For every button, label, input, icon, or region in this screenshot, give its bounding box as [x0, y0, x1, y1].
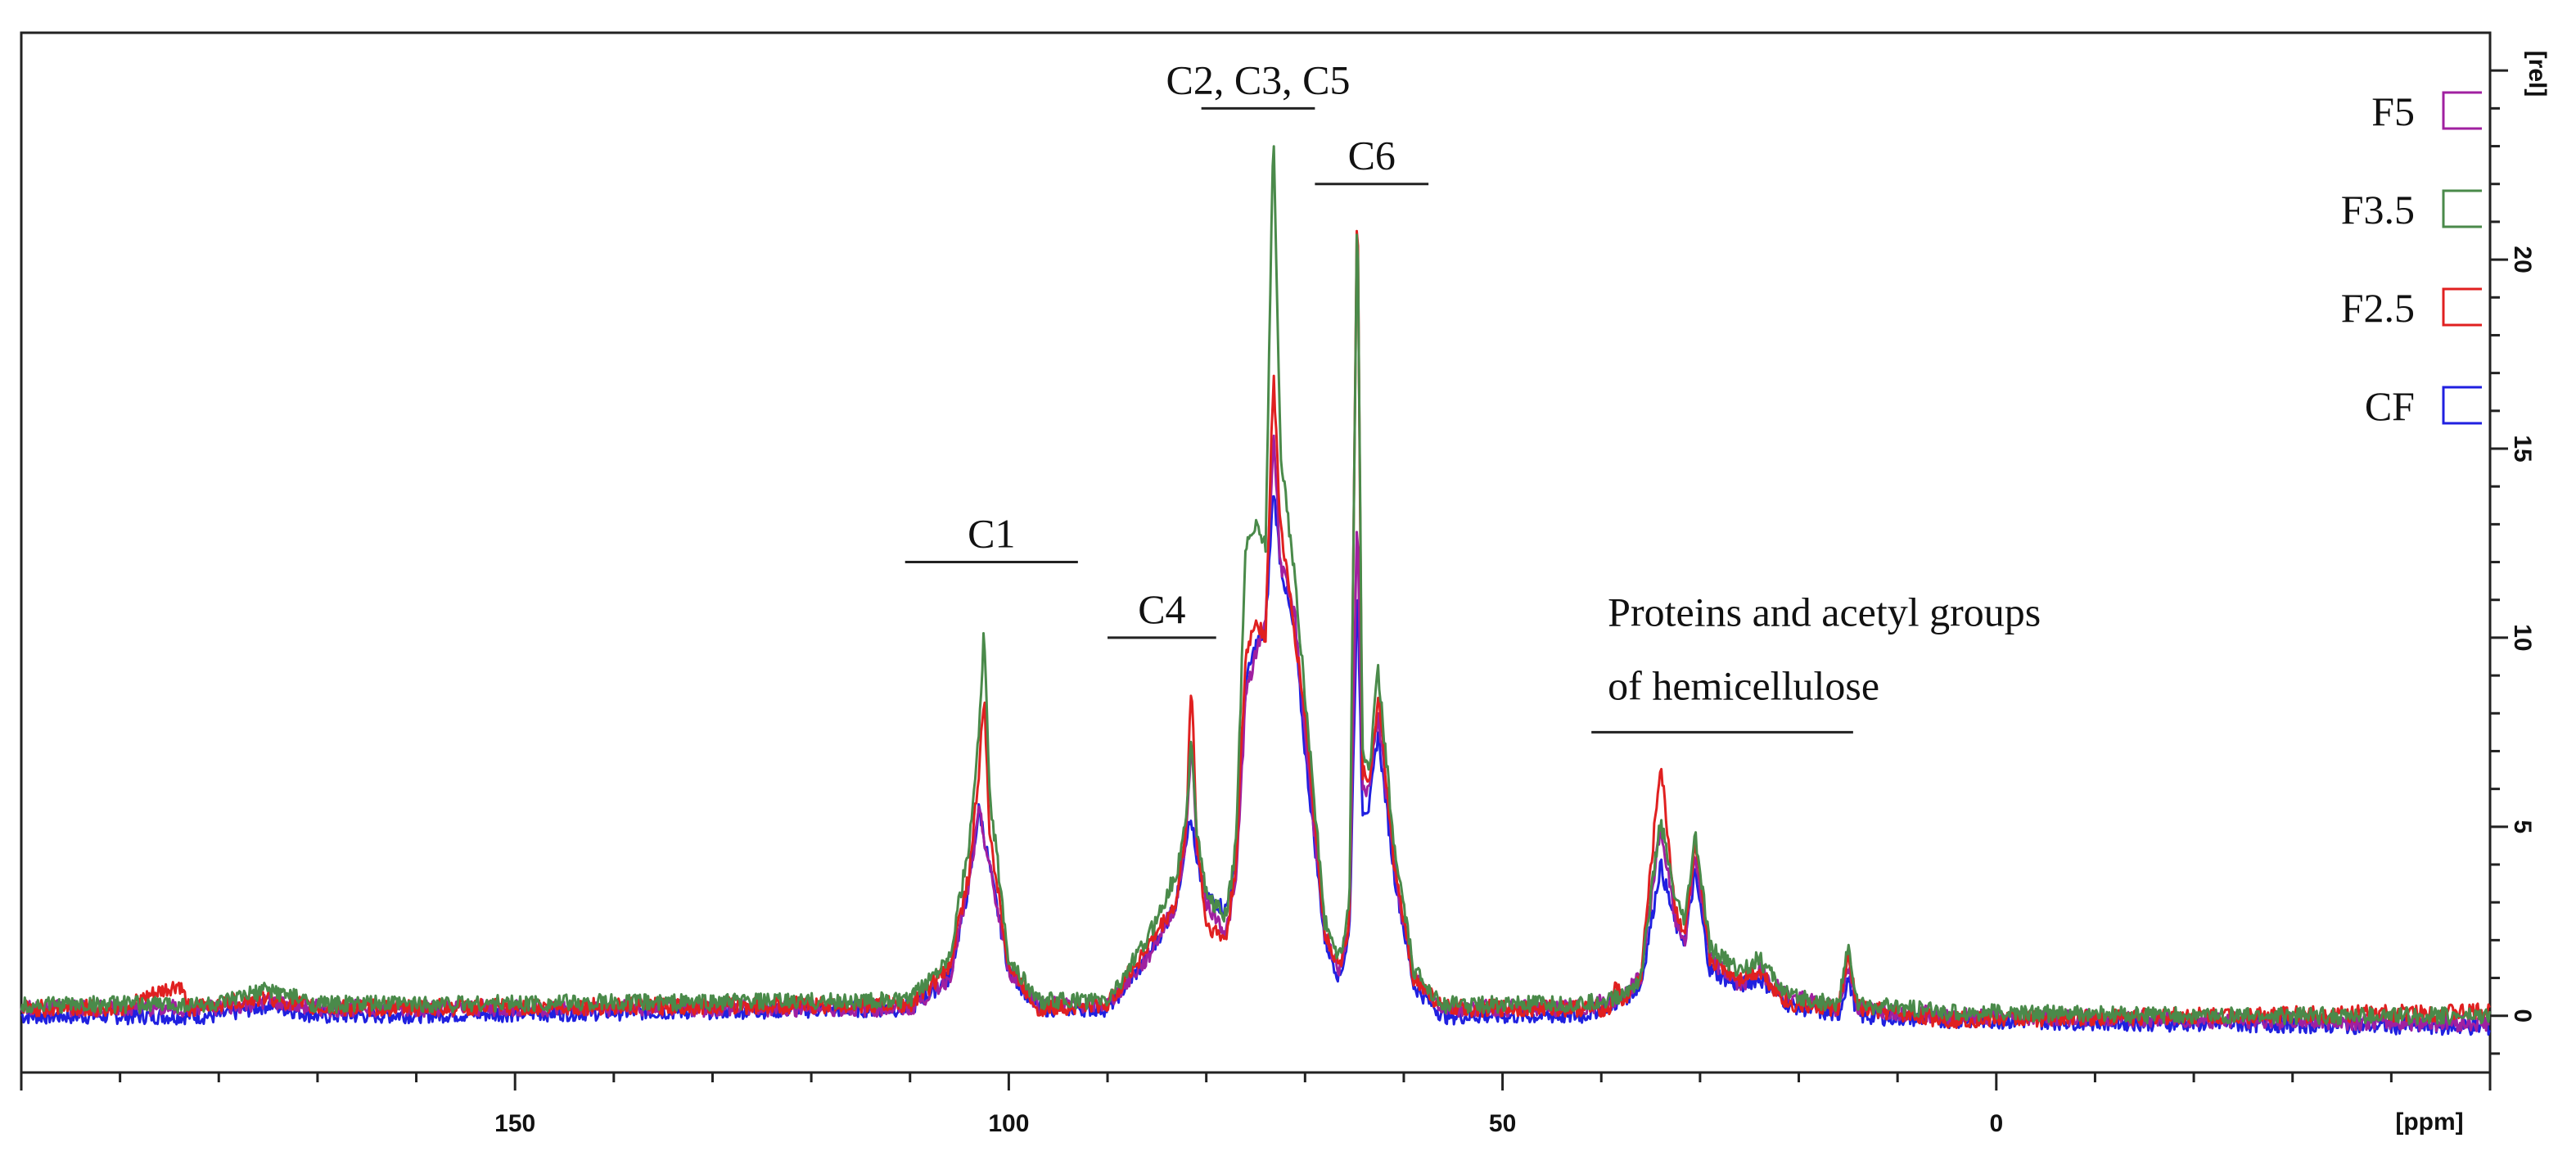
annotation-label: Proteins and acetyl groups [1608, 589, 2041, 634]
series-layer [20, 145, 2491, 1036]
legend-label-F3.5: F3.5 [2341, 187, 2415, 233]
legend-label-CF: CF [2365, 383, 2415, 429]
x-tick-label: 50 [1489, 1110, 1516, 1137]
annotation-label: C6 [1348, 133, 1396, 178]
annotation-layer: C1 C4 C2, C3, C5 C6 Proteins and acetyl grou… [905, 56, 2041, 734]
x-tick-label: 0 [1989, 1110, 2003, 1137]
y-axis-label: [rel] [2524, 51, 2551, 97]
y-tick-label: 5 [2509, 820, 2536, 833]
y-tick-label: 0 [2509, 1009, 2536, 1023]
annotation-label: C4 [1138, 586, 1185, 632]
annotation-label: of hemicellulose [1608, 662, 1879, 708]
legend-swatch-CF [2442, 386, 2482, 425]
legend-label-F2.5: F2.5 [2341, 285, 2415, 331]
x-tick-label: 150 [494, 1110, 535, 1137]
plot-frame [20, 31, 2492, 1074]
annotation-label: C2, C3, C5 [1166, 56, 1350, 102]
x-axis-label: [ppm] [2395, 1109, 2463, 1136]
x-axis: 150 100 50 0 [20, 1072, 2492, 1137]
x-tick-label: 100 [988, 1110, 1029, 1137]
spectrum-line-CF [20, 494, 2491, 1036]
y-tick-label: 15 [2509, 435, 2536, 462]
legend-swatch-F2.5 [2442, 287, 2482, 327]
legend-label-F5: F5 [2371, 88, 2415, 134]
legend: F5 F3.5 F2.5 CF [2341, 88, 2482, 429]
y-tick-label: 20 [2509, 246, 2536, 273]
y-axis: 0 5 10 15 20 [2490, 69, 2536, 1055]
annotation-label: C1 [968, 511, 1015, 557]
legend-swatch-F5 [2442, 91, 2482, 130]
legend-swatch-F3.5 [2442, 189, 2482, 228]
spectrum-line-F3.5 [20, 145, 2491, 1026]
y-tick-label: 10 [2509, 624, 2536, 651]
spectrum-line-F2.5 [20, 229, 2491, 1029]
